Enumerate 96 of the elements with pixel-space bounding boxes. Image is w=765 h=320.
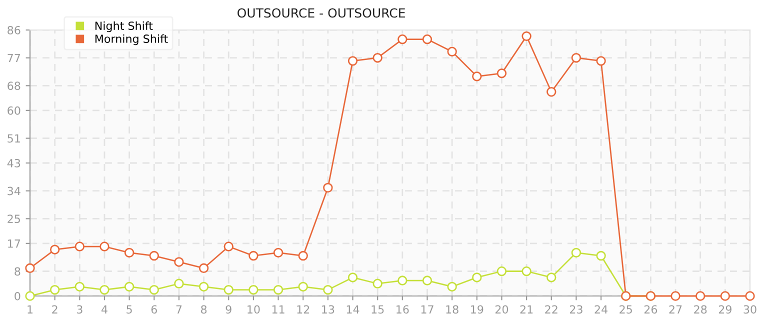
point bbox=[273, 248, 284, 258]
x-tick-label: 25 bbox=[620, 305, 632, 314]
point bbox=[323, 182, 333, 193]
point bbox=[571, 52, 582, 63]
legend-label: Morning Shift bbox=[95, 34, 168, 46]
point bbox=[571, 248, 582, 258]
point bbox=[198, 263, 209, 274]
point bbox=[323, 284, 333, 295]
point bbox=[670, 291, 680, 301]
x-tick-label: 19 bbox=[471, 305, 484, 314]
y-tick-label: 68 bbox=[8, 82, 20, 90]
point bbox=[74, 282, 85, 292]
x-tick-label: 14 bbox=[346, 305, 360, 314]
point bbox=[50, 244, 60, 254]
point bbox=[25, 291, 35, 301]
point bbox=[174, 278, 184, 288]
x-tick-label: 2 bbox=[52, 305, 58, 314]
point bbox=[224, 284, 234, 295]
x-tick-label: 11 bbox=[272, 305, 284, 314]
x-tick-label: 8 bbox=[201, 305, 207, 314]
point bbox=[422, 276, 432, 286]
point bbox=[149, 284, 159, 295]
point bbox=[695, 291, 706, 301]
point bbox=[496, 68, 507, 78]
point bbox=[298, 250, 308, 261]
point bbox=[372, 52, 382, 63]
point bbox=[422, 34, 432, 44]
x-tick-label: 5 bbox=[126, 305, 132, 314]
point bbox=[745, 291, 755, 301]
point bbox=[174, 257, 184, 267]
point bbox=[348, 272, 358, 282]
point bbox=[348, 56, 358, 66]
x-tick-label: 12 bbox=[297, 305, 310, 314]
point bbox=[596, 56, 606, 66]
x-tick-label: 21 bbox=[520, 305, 533, 314]
point bbox=[596, 250, 606, 261]
x-tick-label: 1 bbox=[28, 305, 33, 314]
point bbox=[248, 250, 258, 261]
x-tick-label: 4 bbox=[101, 305, 108, 314]
point bbox=[372, 278, 382, 288]
point bbox=[124, 282, 134, 292]
y-tick-label: 86 bbox=[8, 26, 20, 34]
point bbox=[496, 266, 507, 276]
x-tick-label: 23 bbox=[570, 305, 582, 314]
point bbox=[447, 46, 457, 57]
point bbox=[447, 282, 457, 292]
x-tick-label: 26 bbox=[644, 305, 658, 314]
point bbox=[100, 242, 110, 252]
x-tick-label: 9 bbox=[226, 305, 232, 314]
point bbox=[546, 272, 556, 282]
x-tick-label: 7 bbox=[176, 305, 182, 314]
x-tick-label: 29 bbox=[718, 305, 732, 314]
point bbox=[224, 242, 234, 252]
x-tick-label: 13 bbox=[322, 305, 334, 314]
point bbox=[522, 31, 532, 42]
point bbox=[546, 87, 556, 97]
point bbox=[720, 291, 730, 301]
point bbox=[74, 242, 85, 252]
x-tick-label: 10 bbox=[248, 305, 260, 314]
x-tick-label: 17 bbox=[421, 305, 434, 314]
point bbox=[522, 266, 532, 276]
point bbox=[472, 272, 482, 282]
x-tick-label: 15 bbox=[372, 305, 384, 314]
point bbox=[198, 282, 209, 292]
point bbox=[398, 34, 408, 44]
x-tick-label: 22 bbox=[545, 305, 558, 314]
x-tick-label: 3 bbox=[76, 305, 82, 314]
y-tick-label: 34 bbox=[8, 186, 20, 196]
y-tick-label: 8 bbox=[14, 267, 20, 276]
x-tick-label: 30 bbox=[744, 305, 756, 314]
x-tick-label: 6 bbox=[151, 305, 157, 314]
y-tick-label: 17 bbox=[8, 240, 20, 248]
point bbox=[248, 284, 258, 295]
y-tick-label: 60 bbox=[8, 106, 20, 115]
y-tick-label: 0 bbox=[14, 292, 20, 300]
y-tick-label: 77 bbox=[8, 54, 20, 62]
y-tick-label: 43 bbox=[7, 158, 20, 168]
x-tick-label: 16 bbox=[396, 305, 409, 314]
point bbox=[398, 276, 408, 286]
x-tick-label: 20 bbox=[495, 305, 508, 314]
point bbox=[124, 248, 134, 258]
point bbox=[149, 250, 159, 261]
chart-title: OUTSOURCE - OUTSOURCE bbox=[238, 8, 405, 18]
y-tick-label: 51 bbox=[8, 134, 20, 143]
point bbox=[25, 263, 35, 274]
x-tick-label: 28 bbox=[694, 305, 707, 314]
x-tick-label: 24 bbox=[594, 305, 608, 314]
point bbox=[298, 282, 308, 292]
legend-label: Night Shift bbox=[95, 21, 153, 32]
point bbox=[273, 284, 284, 295]
point bbox=[100, 284, 110, 295]
y-tick-label: 25 bbox=[8, 214, 20, 224]
x-tick-label: 18 bbox=[446, 305, 458, 314]
point bbox=[50, 284, 60, 295]
x-tick-label: 27 bbox=[669, 305, 682, 314]
point bbox=[472, 72, 482, 82]
